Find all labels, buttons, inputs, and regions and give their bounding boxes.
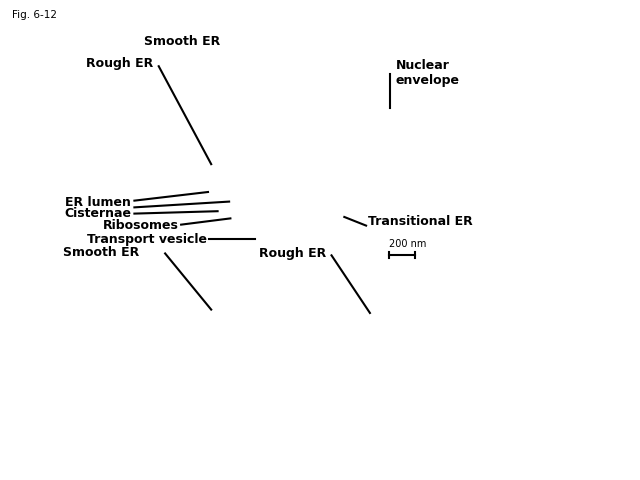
Text: Rough ER: Rough ER <box>86 57 154 71</box>
Text: Transitional ER: Transitional ER <box>368 215 473 228</box>
Text: Cisternae: Cisternae <box>64 207 131 220</box>
Text: Smooth ER: Smooth ER <box>144 35 221 48</box>
Text: Smooth ER: Smooth ER <box>63 245 140 259</box>
Text: Fig. 6-12: Fig. 6-12 <box>12 10 56 20</box>
Text: Transport vesicle: Transport vesicle <box>87 232 207 246</box>
Text: Rough ER: Rough ER <box>259 247 326 260</box>
Text: Nuclear
envelope: Nuclear envelope <box>396 59 460 86</box>
Text: Ribosomes: Ribosomes <box>103 219 179 232</box>
Text: ER lumen: ER lumen <box>65 196 131 209</box>
Text: 200 nm: 200 nm <box>389 239 426 249</box>
